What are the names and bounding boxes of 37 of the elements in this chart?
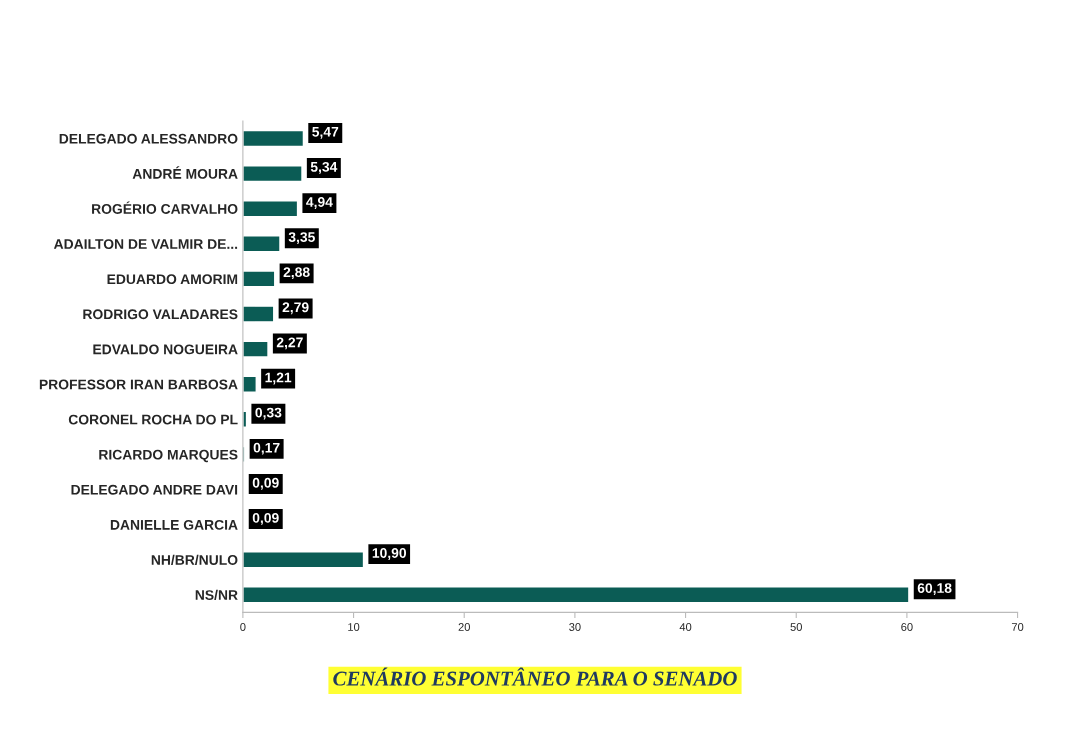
y-tick-label: EDVALDO NOGUEIRA bbox=[93, 344, 238, 355]
data-label: 2,88 bbox=[283, 267, 310, 280]
data-label: 60,18 bbox=[917, 583, 952, 595]
data-label: 1,21 bbox=[265, 372, 292, 385]
x-tick-label: 20 bbox=[458, 623, 470, 631]
y-tick-label: PROFESSOR IRAN BARBOSA bbox=[39, 379, 238, 390]
data-label: 0,09 bbox=[252, 512, 279, 525]
data-label: 0,09 bbox=[252, 477, 279, 490]
x-tick-label: 40 bbox=[679, 623, 692, 631]
data-label: 3,35 bbox=[288, 232, 315, 244]
data-label: 5,47 bbox=[312, 126, 339, 139]
data-label: 0,33 bbox=[255, 407, 282, 420]
data-label: 0,17 bbox=[253, 442, 280, 455]
x-tick-label: 70 bbox=[1011, 623, 1024, 631]
x-tick-label: 30 bbox=[569, 623, 581, 631]
y-tick-label: CORONEL ROCHA DO PL bbox=[68, 414, 238, 425]
y-tick-label: RODRIGO VALADARES bbox=[83, 309, 238, 320]
data-label: 4,94 bbox=[306, 197, 333, 209]
data-label: 2,79 bbox=[282, 302, 309, 315]
x-tick-label: 10 bbox=[348, 623, 360, 631]
x-tick-label: 0 bbox=[240, 623, 246, 631]
y-tick-label: EDUARDO AMORIM bbox=[107, 274, 238, 285]
y-tick-label: ROGÉRIO CARVALHO bbox=[92, 201, 238, 214]
x-tick-label: 50 bbox=[790, 623, 802, 631]
data-label: 2,27 bbox=[276, 337, 303, 350]
y-tick-label: RICARDO MARQUES bbox=[99, 449, 238, 463]
text: CENÁRIO ESPONTÂNEO PARA O SENADO bbox=[333, 667, 737, 686]
data-label: 5,34 bbox=[310, 161, 338, 174]
y-tick-label: NH/BR/NULO bbox=[151, 554, 238, 566]
y-tick-label: DELEGADO ANDRE DAVI bbox=[71, 484, 238, 495]
y-tick-label: NS/NR bbox=[195, 589, 238, 601]
data-label: 10,90 bbox=[372, 548, 407, 560]
y-tick-label: ADAILTON DE VALMIR DE... bbox=[53, 239, 238, 249]
x-tick-label: 60 bbox=[901, 623, 913, 631]
y-tick-label: ANDRÉ MOURA bbox=[132, 166, 238, 179]
y-tick-label: DELEGADO ALESSANDRO bbox=[59, 133, 238, 144]
y-tick-label: DANIELLE GARCIA bbox=[110, 519, 238, 530]
